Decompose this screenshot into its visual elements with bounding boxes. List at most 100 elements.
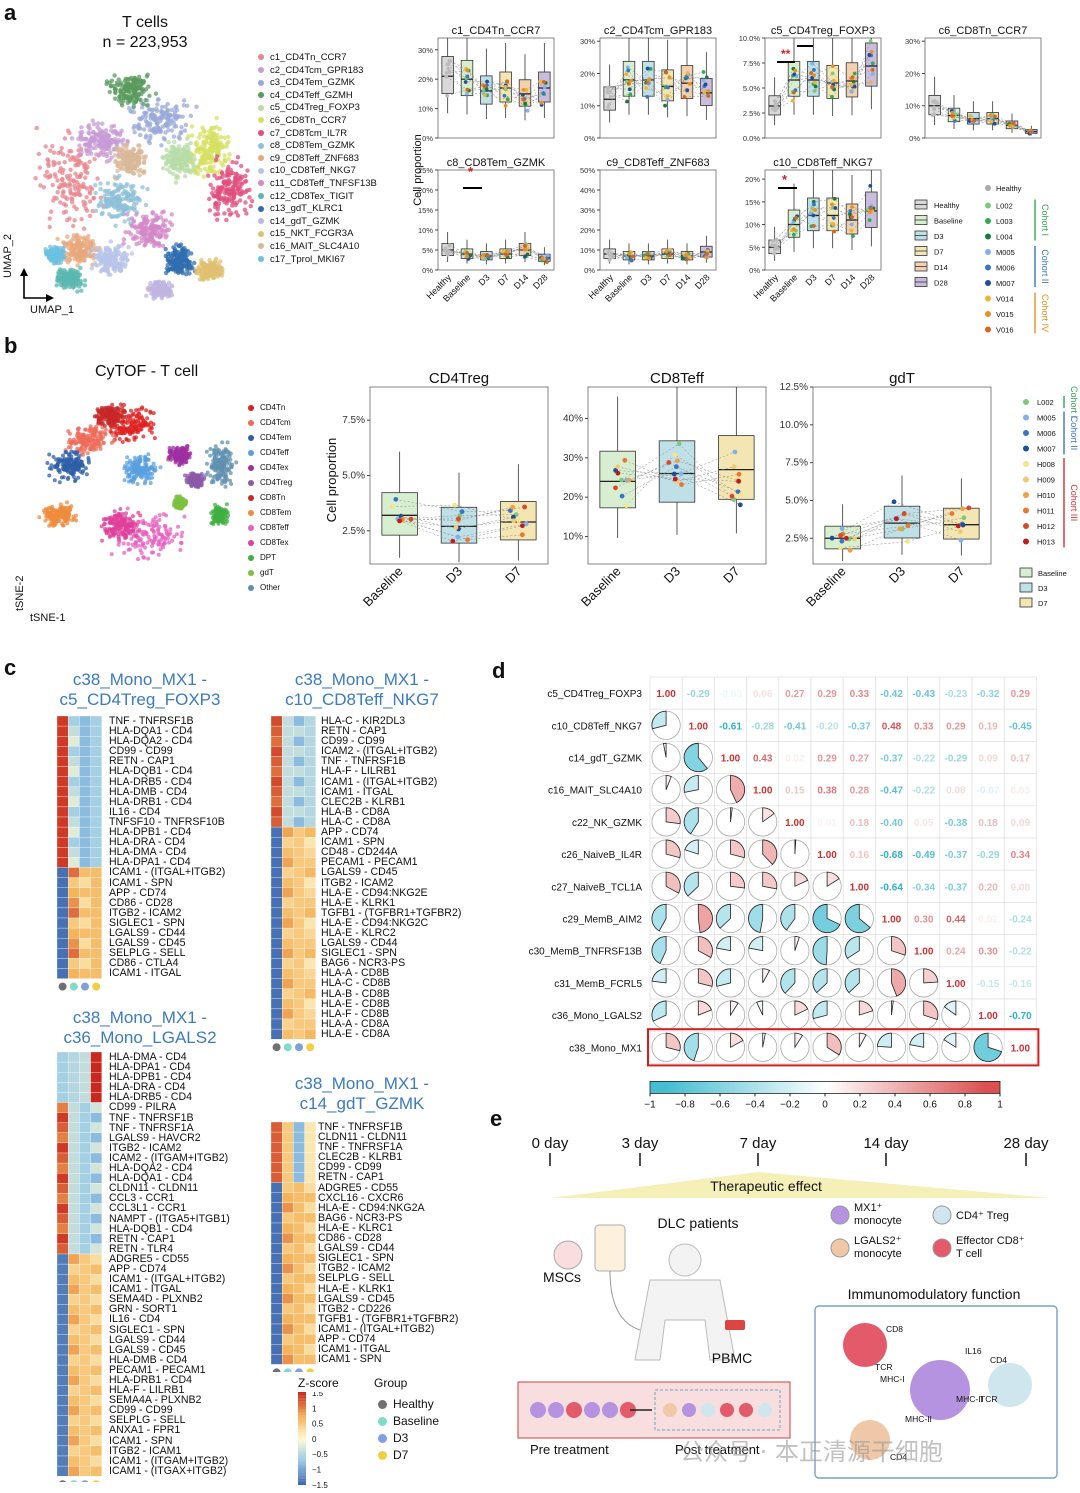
- data-point: [705, 249, 710, 253]
- data-point: [792, 72, 797, 77]
- umap-point: [145, 186, 150, 192]
- tsne-point: [73, 513, 78, 518]
- umap-point: [129, 251, 135, 256]
- tsne-point: [84, 466, 88, 471]
- umap-point: [67, 149, 72, 154]
- umap-point: [226, 134, 231, 140]
- data-point: [849, 222, 854, 227]
- umap-point: [94, 152, 99, 157]
- umap-point: [60, 193, 65, 199]
- patient-line: [776, 204, 871, 240]
- umap-point: [84, 195, 89, 200]
- tsne-point: [139, 475, 144, 480]
- tsne-cluster-CD8Tex: [99, 507, 143, 543]
- data-point: [627, 251, 632, 256]
- umap-point: [107, 158, 112, 163]
- umap-point: [74, 252, 80, 257]
- umap-point: [144, 110, 149, 115]
- umap-point: [131, 78, 136, 83]
- data-point: [629, 258, 634, 263]
- tsne-point: [182, 514, 187, 519]
- umap-point: [122, 219, 127, 224]
- umap-point: [66, 271, 72, 277]
- tsne-point: [98, 443, 103, 448]
- legend-label: V016: [996, 326, 1014, 335]
- umap-point: [144, 293, 149, 298]
- umap-point: [189, 124, 195, 129]
- umap-point: [189, 159, 194, 165]
- umap-point: [217, 265, 223, 270]
- umap-point: [104, 266, 109, 271]
- umap-point: [224, 217, 229, 223]
- tsne-point: [127, 461, 132, 465]
- umap-point: [215, 217, 220, 222]
- data-point: [812, 68, 816, 72]
- umap-point: [213, 157, 219, 163]
- legend-dot: [258, 130, 264, 137]
- tsne-point: [62, 509, 67, 514]
- data-point: [667, 75, 672, 80]
- tsne-point: [75, 431, 80, 436]
- umap-point: [152, 232, 157, 237]
- tsne-point: [140, 466, 145, 471]
- umap-point: [177, 155, 182, 160]
- data-point: [794, 215, 798, 220]
- data-point: [833, 206, 838, 210]
- tick-label: 10%: [418, 226, 433, 235]
- data-point: [444, 250, 449, 255]
- data-point: [972, 118, 976, 123]
- umap-point: [51, 150, 57, 155]
- data-point: [608, 252, 613, 257]
- tsne-point: [122, 464, 127, 469]
- data-point: [848, 212, 852, 216]
- umap-point: [88, 254, 93, 259]
- category-label: D14: [839, 272, 858, 291]
- umap-point: [172, 110, 178, 115]
- tsne-point: [92, 435, 97, 440]
- umap-point: [222, 135, 227, 140]
- umap-point: [93, 208, 99, 213]
- data-point: [774, 237, 779, 242]
- data-point: [468, 253, 473, 258]
- legend-label: c15_NKT_FCGR3A: [270, 228, 354, 240]
- tsne-point: [50, 504, 55, 509]
- tsne-point: [148, 481, 153, 485]
- tsne-point: [84, 434, 89, 439]
- data-point: [665, 94, 670, 98]
- tsne-point: [125, 460, 129, 465]
- umap-point: [106, 188, 112, 194]
- data-point: [648, 67, 653, 71]
- data-point: [792, 232, 796, 237]
- legend-dot: [985, 249, 991, 255]
- umap-point: [154, 121, 159, 126]
- umap-point: [91, 195, 97, 201]
- umap-point: [137, 85, 143, 91]
- cohort-label: Cohort IV: [1040, 294, 1050, 332]
- tsne-point: [138, 538, 143, 543]
- data-point: [523, 247, 528, 252]
- data-point: [624, 72, 629, 77]
- tsne-cluster-CD4Tcm: [63, 422, 116, 457]
- box: [441, 56, 454, 94]
- tsne-point: [47, 452, 52, 457]
- data-point: [465, 74, 470, 79]
- category-label: D7: [496, 272, 511, 287]
- data-point: [848, 209, 853, 213]
- tsne-point: [96, 438, 101, 443]
- tsne-point: [69, 449, 74, 454]
- umap-point: [60, 177, 65, 183]
- data-point: [811, 213, 816, 218]
- umap-point: [138, 97, 143, 103]
- data-point: [685, 257, 689, 262]
- tsne-point: [132, 455, 137, 460]
- umap-point: [174, 173, 180, 178]
- data-point: [540, 256, 545, 261]
- umap-point: [75, 289, 80, 294]
- umap-point: [56, 160, 62, 166]
- umap-point: [80, 240, 85, 246]
- tsne-point: [66, 429, 71, 434]
- legend-label: D7: [934, 248, 944, 257]
- legend-label: c1_CD4Tn_CCR7: [270, 52, 347, 63]
- umap-point: [199, 273, 204, 278]
- umap-point: [64, 196, 70, 201]
